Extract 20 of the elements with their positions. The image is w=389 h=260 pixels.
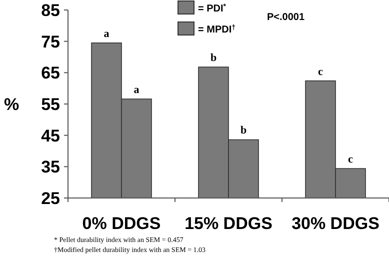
- annotation: c: [348, 154, 354, 166]
- annotation: P<.0001: [267, 12, 305, 23]
- annotation: c: [318, 66, 324, 78]
- y-tick-label: 85: [41, 0, 60, 20]
- y-axis-title: %: [4, 94, 20, 114]
- y-tick-label: 65: [41, 64, 60, 83]
- y-tick-label: 75: [41, 32, 60, 52]
- x-tick-label: 15% DDGS: [184, 214, 272, 233]
- legend-label: = PDI$^{*}$: [198, 3, 226, 14]
- x-tick-label: 0% DDGS: [82, 214, 161, 233]
- legend-label: = MPDI$^{†}$: [198, 23, 236, 36]
- y-tick-label: 35: [41, 158, 60, 177]
- y-tick-label: 55: [41, 94, 60, 114]
- y-tick-label: 25: [41, 188, 60, 208]
- annotation: b: [210, 52, 217, 64]
- annotation: b: [240, 124, 247, 137]
- y-tick-label: 45: [41, 126, 60, 146]
- x-tick-label: 30% DDGS: [292, 214, 380, 233]
- annotation: a: [104, 28, 110, 40]
- annotation: a: [134, 84, 140, 96]
